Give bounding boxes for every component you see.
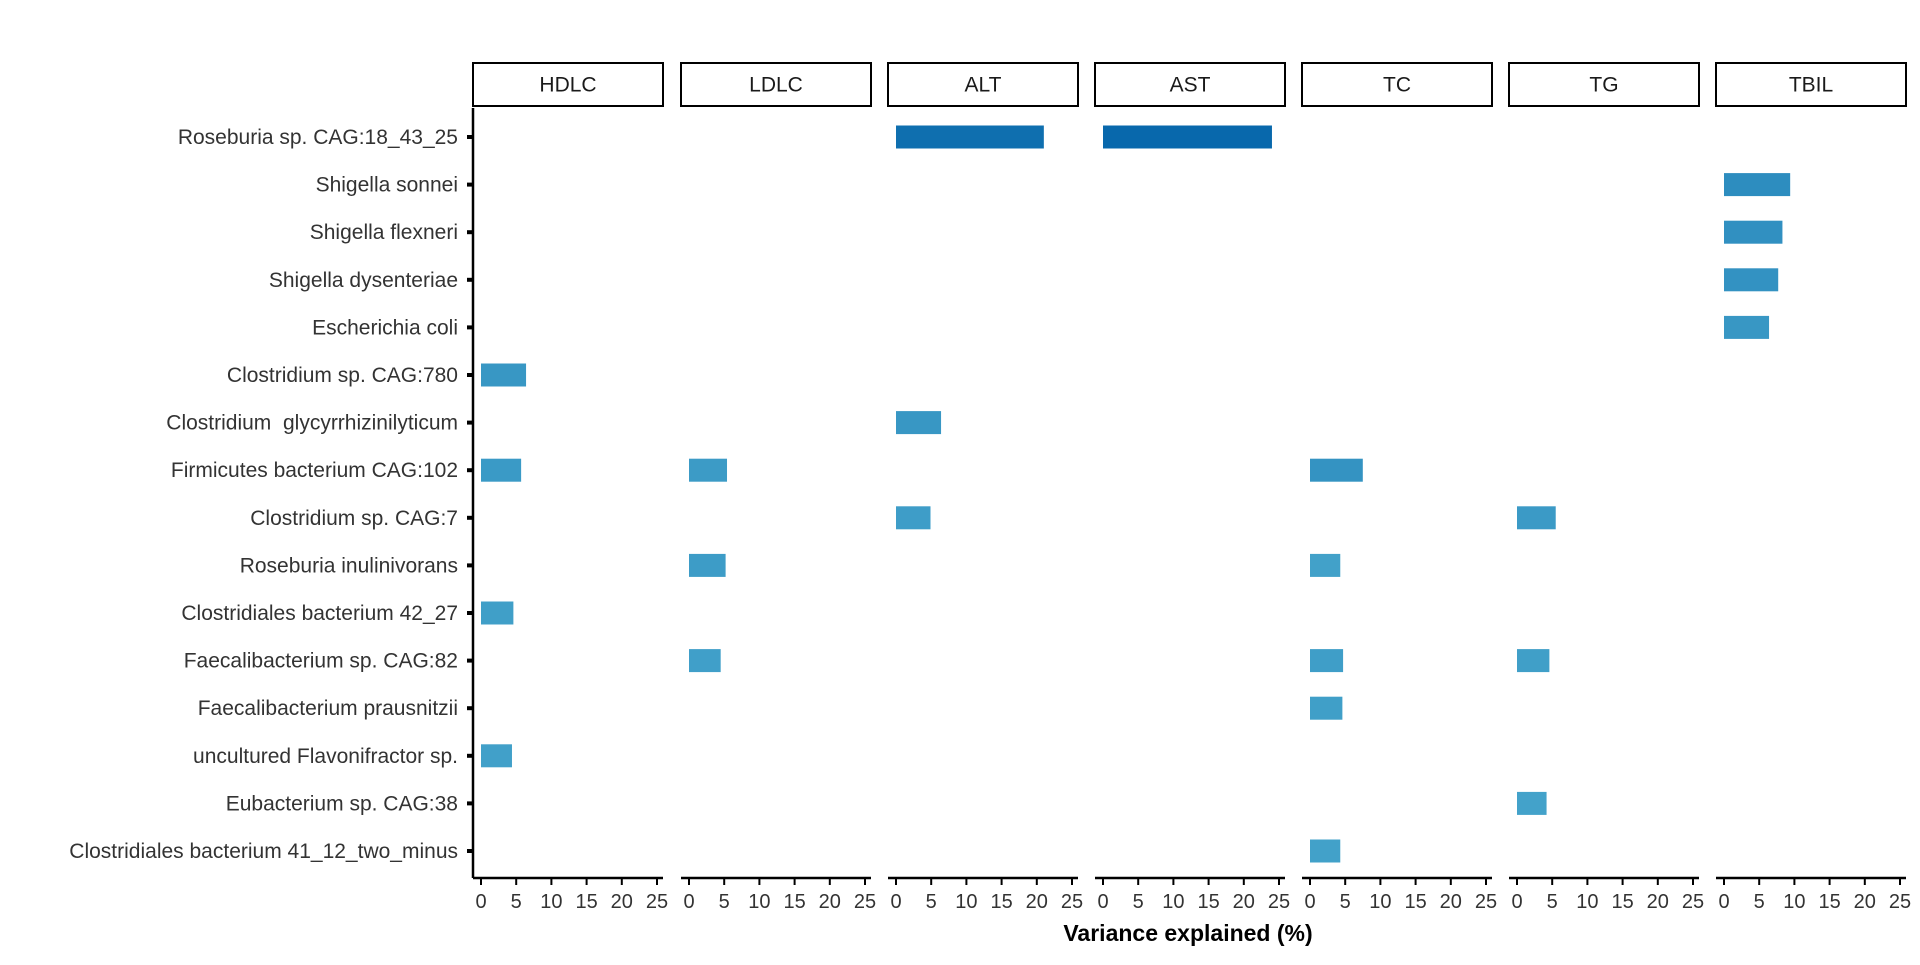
x-tick-label: 20 bbox=[1647, 891, 1669, 913]
x-tick-label: 20 bbox=[1854, 891, 1876, 913]
x-tick-label: 25 bbox=[1475, 891, 1497, 913]
x-tick-label: 10 bbox=[540, 891, 562, 913]
x-tick-label: 0 bbox=[475, 891, 486, 913]
y-tick-label: Shigella dysenteriae bbox=[269, 269, 458, 292]
bar-ast-0 bbox=[1103, 125, 1272, 149]
bar-alt-0 bbox=[896, 125, 1044, 149]
bar-tc-15 bbox=[1310, 839, 1341, 863]
facet-label-tg: TG bbox=[1589, 74, 1618, 97]
x-tick-label: 15 bbox=[575, 891, 597, 913]
x-tick-label: 10 bbox=[1369, 891, 1391, 913]
x-tick-label: 5 bbox=[1754, 891, 1765, 913]
x-tick-label: 25 bbox=[646, 891, 668, 913]
y-tick-label: Firmicutes bacterium CAG:102 bbox=[171, 459, 458, 482]
x-tick-label: 5 bbox=[1340, 891, 1351, 913]
x-tick-label: 5 bbox=[926, 891, 937, 913]
bar-tc-12 bbox=[1310, 696, 1343, 720]
x-tick-label: 25 bbox=[854, 891, 876, 913]
x-tick-label: 5 bbox=[1133, 891, 1144, 913]
y-tick-label: Shigella flexneri bbox=[310, 221, 458, 244]
bar-tbil-3 bbox=[1724, 268, 1779, 292]
y-tick-label: Clostridiales bacterium 42_27 bbox=[181, 602, 458, 625]
bar-tbil-1 bbox=[1724, 173, 1791, 197]
bar-alt-6 bbox=[896, 411, 942, 435]
y-tick-label: Faecalibacterium prausnitzii bbox=[198, 697, 458, 720]
x-tick-label: 15 bbox=[1197, 891, 1219, 913]
x-tick-label: 10 bbox=[1783, 891, 1805, 913]
x-tick-label: 5 bbox=[511, 891, 522, 913]
facet-strip-tbil bbox=[1715, 62, 1907, 107]
x-tick-label: 25 bbox=[1268, 891, 1290, 913]
bar-ldlc-11 bbox=[689, 649, 721, 673]
bar-ldlc-9 bbox=[689, 553, 726, 577]
bar-tg-8 bbox=[1517, 506, 1556, 530]
x-tick-label: 0 bbox=[1511, 891, 1522, 913]
y-tick-label: uncultured Flavonifractor sp. bbox=[193, 745, 458, 768]
y-tick-label: Roseburia sp. CAG:18_43_25 bbox=[178, 126, 458, 149]
x-tick-label: 10 bbox=[955, 891, 977, 913]
x-tick-label: 0 bbox=[683, 891, 694, 913]
x-tick-label: 5 bbox=[719, 891, 730, 913]
x-tick-label: 15 bbox=[990, 891, 1012, 913]
facet-strip-ldlc bbox=[680, 62, 872, 107]
y-tick-label: Escherichia coli bbox=[312, 316, 458, 339]
x-tick-label: 20 bbox=[1440, 891, 1462, 913]
facet-strip-alt bbox=[887, 62, 1079, 107]
bar-alt-8 bbox=[896, 506, 931, 530]
bar-tbil-2 bbox=[1724, 220, 1783, 244]
y-tick-label: Roseburia inulinivorans bbox=[240, 554, 458, 577]
x-tick-label: 20 bbox=[1026, 891, 1048, 913]
facet-label-hdlc: HDLC bbox=[539, 74, 596, 97]
bar-tg-11 bbox=[1517, 649, 1550, 673]
y-tick-label: Clostridiales bacterium 41_12_two_minus bbox=[69, 840, 458, 863]
bar-hdlc-5 bbox=[481, 363, 527, 387]
bar-tbil-4 bbox=[1724, 315, 1770, 339]
x-axis-title: Variance explained (%) bbox=[1063, 920, 1312, 946]
x-tick-label: 15 bbox=[783, 891, 805, 913]
x-tick-label: 25 bbox=[1682, 891, 1704, 913]
facet-label-alt: ALT bbox=[965, 74, 1002, 97]
y-tick-label: Clostridium sp. CAG:780 bbox=[227, 364, 458, 387]
x-tick-label: 15 bbox=[1611, 891, 1633, 913]
bar-hdlc-13 bbox=[481, 744, 512, 768]
y-tick-label: Faecalibacterium sp. CAG:82 bbox=[184, 650, 458, 673]
x-tick-label: 20 bbox=[611, 891, 633, 913]
x-tick-label: 15 bbox=[1818, 891, 1840, 913]
x-tick-label: 5 bbox=[1547, 891, 1558, 913]
x-tick-label: 20 bbox=[1233, 891, 1255, 913]
facet-label-tc: TC bbox=[1383, 74, 1411, 97]
x-tick-label: 20 bbox=[819, 891, 841, 913]
facet-strip-tc bbox=[1301, 62, 1493, 107]
bar-hdlc-7 bbox=[481, 458, 522, 482]
x-tick-label: 10 bbox=[1162, 891, 1184, 913]
facet-strip-tg bbox=[1508, 62, 1700, 107]
facet-label-ast: AST bbox=[1170, 74, 1211, 97]
x-tick-label: 0 bbox=[1304, 891, 1315, 913]
y-tick-label: Eubacterium sp. CAG:38 bbox=[226, 792, 458, 815]
bar-tg-14 bbox=[1517, 791, 1547, 815]
facet-label-ldlc: LDLC bbox=[749, 74, 803, 97]
x-tick-label: 0 bbox=[1097, 891, 1108, 913]
x-tick-label: 0 bbox=[1718, 891, 1729, 913]
bar-hdlc-10 bbox=[481, 601, 514, 625]
bar-tc-7 bbox=[1310, 458, 1363, 482]
facet-strip-hdlc bbox=[472, 62, 664, 107]
x-tick-label: 10 bbox=[748, 891, 770, 913]
bar-ldlc-7 bbox=[689, 458, 728, 482]
y-tick-label: Clostridium glycyrrhizinilyticum bbox=[166, 412, 458, 435]
y-tick-label: Shigella sonnei bbox=[316, 174, 458, 197]
bar-tc-9 bbox=[1310, 553, 1341, 577]
facet-strip-ast bbox=[1094, 62, 1286, 107]
x-tick-label: 25 bbox=[1061, 891, 1083, 913]
x-tick-label: 15 bbox=[1404, 891, 1426, 913]
facet-label-tbil: TBIL bbox=[1789, 74, 1833, 97]
bar-tc-11 bbox=[1310, 649, 1344, 673]
x-tick-label: 10 bbox=[1576, 891, 1598, 913]
x-tick-label: 25 bbox=[1889, 891, 1911, 913]
x-tick-label: 0 bbox=[890, 891, 901, 913]
y-tick-label: Clostridium sp. CAG:7 bbox=[250, 507, 458, 530]
